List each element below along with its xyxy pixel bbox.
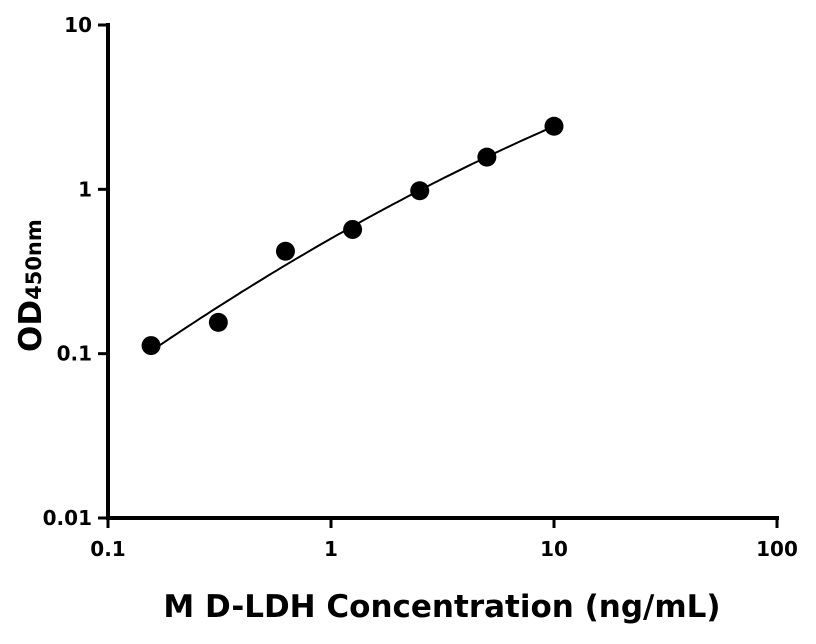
y-tick-label: 0.1 (57, 342, 92, 366)
data-point (141, 336, 161, 356)
y-tick-label: 1 (78, 177, 92, 201)
y-axis-label-main: OD (13, 300, 49, 352)
data-point (275, 241, 295, 261)
x-tick-label: 10 (540, 537, 568, 561)
data-point (410, 181, 430, 201)
x-tick-label: 0.1 (90, 537, 125, 561)
x-tick-label: 1 (324, 537, 338, 561)
x-axis-label: M D-LDH Concentration (ng/mL) (163, 589, 720, 625)
data-points (141, 116, 564, 356)
data-point (477, 147, 497, 167)
y-tick-label: 10 (64, 13, 92, 37)
data-point (208, 312, 228, 332)
data-point (343, 219, 363, 239)
data-point (544, 116, 564, 136)
y-axis-label-sub: 450nm (22, 219, 46, 300)
x-tick-label: 100 (756, 537, 798, 561)
y-tick-label: 0.01 (43, 506, 92, 530)
y-axis-label: OD450nm (13, 219, 49, 352)
axes: 0.1 1 10 100 0.01 0.1 1 10 (43, 13, 798, 561)
